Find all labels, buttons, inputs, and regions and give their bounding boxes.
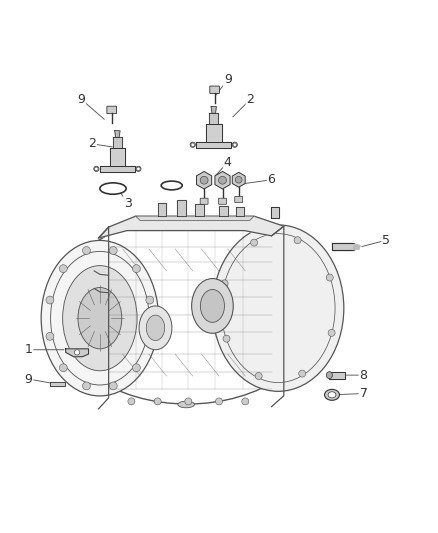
Ellipse shape [328,392,336,398]
Polygon shape [329,372,345,378]
Circle shape [215,398,223,405]
Polygon shape [99,216,284,238]
FancyBboxPatch shape [235,197,243,203]
Text: 3: 3 [124,197,132,210]
Circle shape [154,398,161,405]
Circle shape [60,265,67,272]
Polygon shape [209,113,218,124]
Circle shape [328,329,335,336]
Circle shape [223,335,230,342]
Text: 2: 2 [247,93,254,106]
Polygon shape [232,172,245,187]
Ellipse shape [146,315,165,341]
Circle shape [82,382,90,390]
Polygon shape [206,124,222,142]
Ellipse shape [192,279,233,333]
Ellipse shape [139,306,172,350]
Circle shape [221,280,228,287]
Polygon shape [211,107,216,113]
Ellipse shape [178,401,194,408]
Polygon shape [113,138,122,148]
Circle shape [146,296,154,304]
Ellipse shape [200,289,224,322]
Polygon shape [66,349,88,357]
Text: 5: 5 [382,233,390,247]
Text: 7: 7 [360,387,367,400]
Circle shape [110,247,117,254]
Circle shape [110,382,117,390]
Circle shape [294,237,301,244]
Polygon shape [197,172,212,189]
Text: 9: 9 [77,93,85,106]
Polygon shape [195,204,204,216]
Circle shape [200,176,208,184]
Circle shape [185,398,192,405]
Circle shape [235,176,242,183]
FancyBboxPatch shape [107,106,117,114]
Circle shape [132,265,140,272]
Polygon shape [196,142,231,148]
Polygon shape [110,148,125,166]
Polygon shape [236,207,244,216]
Polygon shape [115,131,120,138]
Circle shape [219,176,226,184]
Circle shape [242,398,249,405]
Text: 6: 6 [268,173,276,186]
Polygon shape [177,200,186,216]
FancyBboxPatch shape [210,86,219,93]
Polygon shape [333,245,350,250]
FancyBboxPatch shape [200,198,208,204]
Ellipse shape [94,166,99,172]
Polygon shape [219,206,228,216]
FancyBboxPatch shape [219,198,226,204]
Circle shape [128,398,135,405]
Polygon shape [332,243,354,250]
Ellipse shape [41,240,159,396]
Circle shape [132,364,140,372]
Circle shape [191,143,194,147]
Circle shape [46,333,54,340]
Circle shape [46,296,54,304]
Circle shape [326,274,333,281]
Text: 1: 1 [25,343,32,356]
Circle shape [233,143,237,147]
Polygon shape [100,166,135,172]
Ellipse shape [232,142,237,147]
Polygon shape [354,244,360,250]
Circle shape [251,239,258,246]
Polygon shape [215,172,230,189]
Circle shape [255,373,262,379]
Text: 9: 9 [224,73,232,86]
Text: 9: 9 [25,373,32,385]
Ellipse shape [326,372,332,378]
Polygon shape [136,216,254,221]
Text: 8: 8 [360,369,367,382]
Ellipse shape [212,225,344,391]
Ellipse shape [78,287,122,349]
Text: 4: 4 [224,156,232,169]
Ellipse shape [190,142,195,147]
Circle shape [82,247,90,254]
Polygon shape [50,382,65,386]
Circle shape [60,364,67,372]
Ellipse shape [325,390,339,400]
Ellipse shape [63,265,137,371]
Circle shape [299,370,306,377]
Circle shape [146,333,154,340]
Polygon shape [158,203,166,216]
Circle shape [74,350,80,355]
Circle shape [95,167,98,171]
Circle shape [137,167,140,171]
Polygon shape [271,207,279,219]
Ellipse shape [136,166,141,172]
Text: 2: 2 [88,138,96,150]
